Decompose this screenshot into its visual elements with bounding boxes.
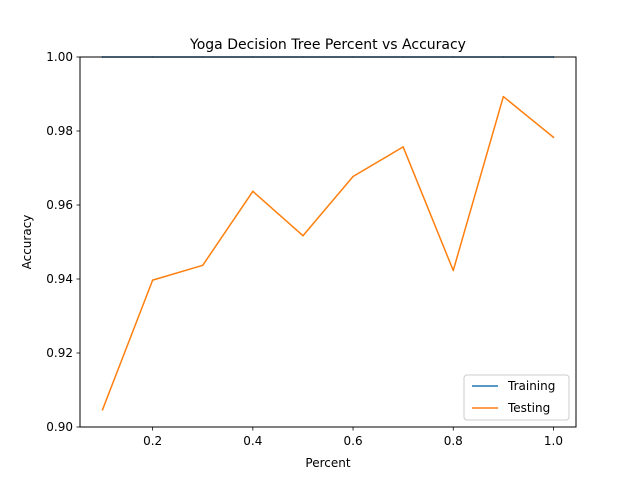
x-tick-label: 0.4 bbox=[243, 434, 262, 448]
series-line-testing bbox=[101, 95, 555, 411]
data-point-testing-9 bbox=[552, 136, 555, 139]
plot-frame bbox=[79, 56, 577, 428]
y-tick-label: 0.98 bbox=[46, 124, 73, 138]
legend-training-label: Training bbox=[507, 379, 555, 393]
data-point-testing-5 bbox=[352, 175, 354, 178]
x-tick-label: 0.6 bbox=[344, 434, 363, 448]
data-point-testing-6 bbox=[402, 146, 404, 148]
y-tick-label: 0.90 bbox=[46, 420, 73, 434]
y-tick-label: 0.92 bbox=[46, 346, 73, 360]
y-tick-label: 1.00 bbox=[46, 50, 73, 64]
data-point-testing-8 bbox=[502, 95, 505, 98]
x-axis-label: Percent bbox=[305, 456, 350, 470]
x-tick-label: 1.0 bbox=[544, 434, 563, 448]
data-point-testing-2 bbox=[202, 264, 204, 267]
data-point-testing-4 bbox=[302, 234, 304, 237]
y-axis-label: Accuracy bbox=[20, 215, 34, 270]
y-tick-label: 0.94 bbox=[46, 272, 73, 286]
x-tick-label: 0.2 bbox=[143, 434, 162, 448]
data-point-testing-3 bbox=[252, 190, 254, 193]
data-point-testing-7 bbox=[452, 269, 454, 272]
data-point-testing-0 bbox=[101, 408, 104, 411]
y-tick-label: 0.96 bbox=[46, 198, 73, 212]
legend: Training Testing bbox=[463, 374, 570, 421]
data-point-testing-1 bbox=[151, 279, 154, 281]
x-tick-label: 0.8 bbox=[444, 434, 463, 448]
legend-testing-label: Testing bbox=[507, 401, 550, 415]
chart-title: Yoga Decision Tree Percent vs Accuracy bbox=[189, 37, 466, 53]
